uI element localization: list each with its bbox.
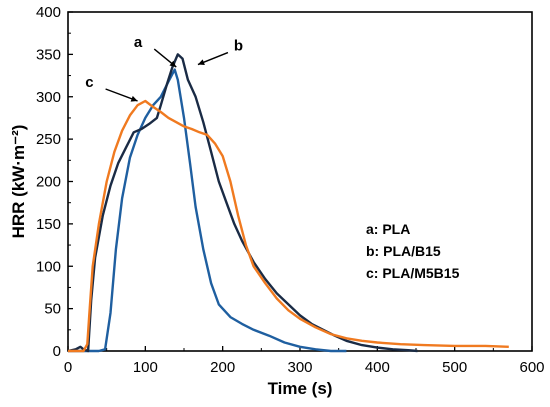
y-tick-label: 200: [36, 174, 61, 191]
x-tick-label: 300: [287, 359, 312, 376]
annotation-arrowhead-a: [169, 60, 177, 68]
x-tick-label: 600: [519, 359, 544, 376]
legend: a: PLA b: PLA/B15 c: PLA/M5B15: [366, 221, 460, 281]
series-line-c: [68, 99, 509, 353]
x-tick-label: 400: [365, 359, 390, 376]
y-axis-title: HRR (kW·m⁻²): [9, 125, 28, 239]
annotation-label-c: c: [85, 74, 93, 91]
x-axis-title: Time (s): [268, 379, 333, 398]
y-tick-label: 400: [36, 4, 61, 21]
plot-area: 0 100 200 300 400 500 600 0 50 100 150 200 250 300 35…: [36, 4, 545, 376]
y-tick-label: 150: [36, 216, 61, 233]
legend-item-c: c: PLA/M5B15: [366, 265, 460, 281]
annotation-label-a: a: [134, 34, 143, 51]
x-tick-label: 100: [133, 359, 158, 376]
x-tick-label: 500: [442, 359, 467, 376]
legend-item-b: b: PLA/B15: [366, 243, 441, 259]
series-line-a: [68, 68, 347, 353]
x-axis-ticks: 0 100 200 300 400 500 600: [64, 346, 545, 376]
y-tick-label: 250: [36, 131, 61, 148]
y-axis-ticks: 0 50 100 150 200 250 300 350 400: [36, 4, 73, 360]
y-tick-label: 100: [36, 258, 61, 275]
x-tick-label: 200: [210, 359, 235, 376]
series-layer: [67, 53, 509, 353]
plot-frame: [67, 11, 533, 352]
x-tick-label: 0: [64, 359, 72, 376]
y-tick-label: 50: [44, 301, 61, 318]
annotation-arrowhead-c: [130, 95, 138, 102]
y-tick-label: 350: [36, 46, 61, 63]
annotation-layer: a b c: [85, 34, 243, 102]
annotation-label-b: b: [234, 38, 243, 55]
annotation-arrowhead-b: [197, 59, 205, 66]
y-tick-label: 300: [36, 89, 61, 106]
legend-item-a: a: PLA: [366, 221, 410, 237]
y-tick-label: 0: [53, 343, 61, 360]
